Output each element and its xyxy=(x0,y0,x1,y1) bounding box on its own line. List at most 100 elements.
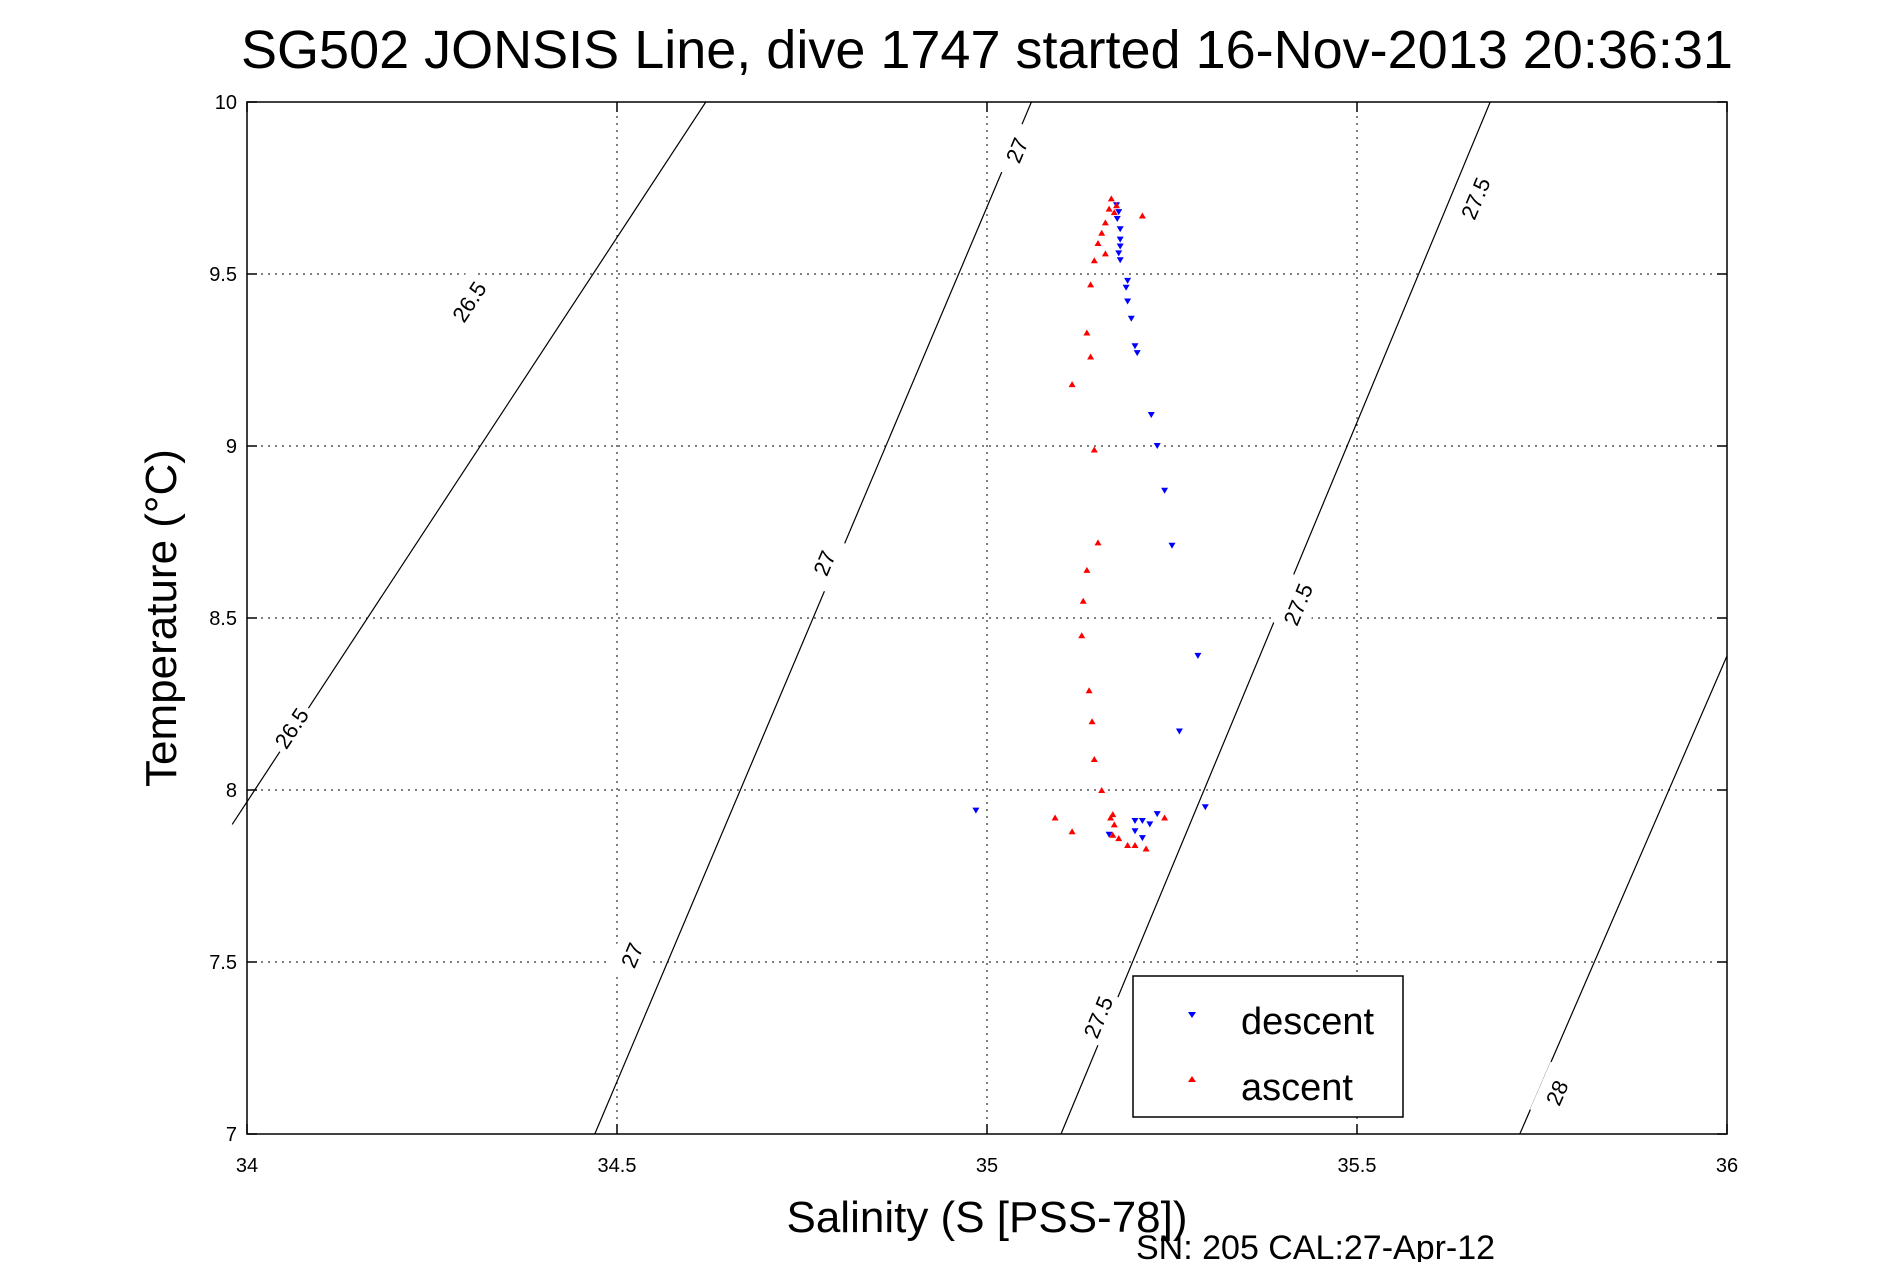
y-tick-label: 9 xyxy=(226,436,237,458)
contour-label-background xyxy=(1448,167,1503,230)
descent-point xyxy=(1131,817,1139,824)
contour-label-background xyxy=(439,269,499,334)
ascent-point xyxy=(1138,212,1146,219)
legend-box xyxy=(1132,975,1404,1118)
ascent-point xyxy=(1101,219,1109,226)
descent-point xyxy=(1131,828,1139,835)
x-tick-label: 35.5 xyxy=(1338,1155,1377,1177)
descent-point xyxy=(1194,652,1202,659)
legend: descent ascent xyxy=(1132,975,1404,1118)
density-contour-line xyxy=(594,101,1032,1135)
descent-point xyxy=(1168,542,1176,549)
ascent-point xyxy=(1094,539,1102,546)
ascent-point xyxy=(1115,835,1123,842)
descent-point xyxy=(1138,817,1146,824)
ascent-point xyxy=(1087,353,1095,360)
ascent-point xyxy=(1098,787,1106,793)
x-tick-label: 35 xyxy=(976,1155,998,1177)
ascent-point xyxy=(1113,202,1120,209)
ascent-point xyxy=(1110,821,1118,828)
ascent-point xyxy=(1087,281,1095,288)
descent-point xyxy=(1116,257,1124,264)
descent-point xyxy=(1116,226,1124,233)
ascent-point xyxy=(1090,756,1098,763)
ascent-point xyxy=(1101,250,1109,257)
serial-calibration-note: SN: 205 CAL:27-Apr-12 xyxy=(1136,1229,1495,1262)
descent-point xyxy=(1122,284,1130,291)
ascent-point xyxy=(1094,240,1102,247)
y-tick-label: 8.5 xyxy=(209,608,237,630)
ascent-point xyxy=(1109,831,1117,838)
contour-label-background xyxy=(1529,1061,1584,1124)
ascent-point xyxy=(1068,381,1076,388)
contour-label-background xyxy=(262,696,321,760)
descent-point xyxy=(1175,728,1183,735)
x-tick-label: 34 xyxy=(236,1155,258,1177)
descent-point xyxy=(1116,243,1124,250)
descent-point xyxy=(1124,277,1132,284)
ascent-point xyxy=(1124,842,1132,849)
legend-descent-marker xyxy=(1188,1012,1196,1018)
descent-point xyxy=(1147,412,1155,419)
descent-point xyxy=(972,807,980,814)
contour-label-background xyxy=(797,532,851,594)
descent-point xyxy=(1133,350,1141,357)
descent-point xyxy=(1115,250,1123,257)
density-contour-line xyxy=(1519,655,1728,1135)
legend-ascent-label: ascent xyxy=(1241,1067,1353,1109)
ascent-point xyxy=(1105,205,1113,212)
ascent-point xyxy=(1107,814,1115,821)
x-axis-label: Salinity (S [PSS-78]) xyxy=(786,1193,1187,1242)
ascent-point xyxy=(1051,814,1059,821)
ascent-point xyxy=(1098,229,1106,236)
descent-point xyxy=(1113,215,1121,222)
y-tick-label: 7 xyxy=(226,1124,237,1146)
ascent-point xyxy=(1090,257,1098,264)
descent-point xyxy=(1146,821,1154,828)
legend-ascent-marker xyxy=(1188,1076,1196,1082)
ascent-series xyxy=(1051,195,1169,852)
y-tick-label: 10 xyxy=(215,92,237,114)
x-tick-label: 34.5 xyxy=(598,1155,637,1177)
descent-point xyxy=(1161,487,1169,494)
descent-point xyxy=(1124,298,1132,305)
descent-point xyxy=(1116,236,1124,243)
descent-point xyxy=(1153,443,1161,449)
descent-series xyxy=(972,202,1209,842)
ascent-point xyxy=(1088,718,1096,725)
ascent-point xyxy=(1083,566,1091,573)
contour-label-background xyxy=(1071,986,1125,1048)
chart-title: SG502 JONSIS Line, dive 1747 started 16-… xyxy=(241,20,1733,80)
descent-point xyxy=(1127,315,1135,322)
descent-point xyxy=(1201,804,1209,811)
descent-point xyxy=(1153,811,1161,818)
grid-lines xyxy=(247,102,1727,1134)
density-contour-line xyxy=(231,101,707,825)
descent-point xyxy=(1138,835,1146,842)
legend-descent-label: descent xyxy=(1241,1001,1375,1043)
ascent-point xyxy=(1090,446,1098,453)
x-tick-label: 36 xyxy=(1716,1155,1738,1177)
contour-label-background xyxy=(989,119,1044,182)
y-tick-label: 9.5 xyxy=(209,264,237,286)
ascent-point xyxy=(1078,632,1086,639)
ascent-point xyxy=(1161,814,1169,821)
ascent-point xyxy=(1079,597,1087,604)
y-tick-label: 7.5 xyxy=(209,952,237,974)
ascent-point xyxy=(1142,845,1150,852)
descent-point xyxy=(1105,831,1113,838)
axis-ticks: 34 34.5 35 35.5 36 7 7.5 8 8.5 9 9.5 10 xyxy=(209,92,1738,1177)
ascent-point xyxy=(1131,842,1139,849)
ascent-point xyxy=(1085,687,1093,694)
contour-label-background xyxy=(1271,573,1325,636)
descent-point xyxy=(1115,209,1123,216)
descent-point xyxy=(1131,343,1139,350)
ascent-point xyxy=(1110,209,1118,216)
y-tick-label: 8 xyxy=(226,780,237,802)
contour-label-background xyxy=(605,924,659,987)
y-axis-label: Temperature (°C) xyxy=(137,449,186,787)
data-points xyxy=(972,195,1209,852)
ascent-point xyxy=(1068,828,1076,835)
